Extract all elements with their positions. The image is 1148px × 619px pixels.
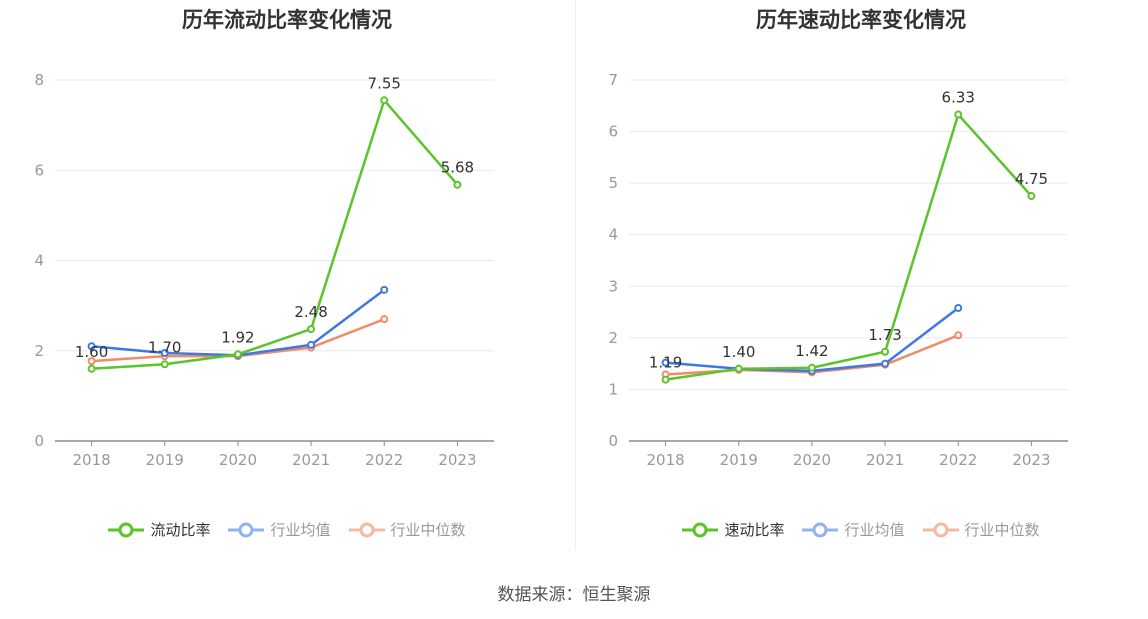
data-point: [881, 347, 890, 356]
legend-marker: [118, 522, 134, 537]
data-point: [954, 110, 963, 119]
series-line: [665, 306, 960, 373]
y-tick-label: 5: [608, 174, 618, 192]
x-tick-label: 2023: [1012, 451, 1050, 469]
legend-marker: [692, 522, 708, 537]
data-label: 1.19: [649, 354, 682, 372]
quick-ratio-chart: 历年速动比率变化情况 0 1 2 3 4 5 6 7 2018 2019 2020 2021 2022 2…: [574, 0, 1148, 560]
y-tick-label: 4: [608, 226, 618, 244]
data-point: [233, 350, 242, 359]
x-tick-label: 2023: [438, 451, 476, 469]
x-tick-label: 2022: [365, 451, 403, 469]
data-point: [160, 360, 169, 369]
legend: 速动比率 行业均值 行业中位数: [574, 519, 1148, 540]
x-tick-label: 2019: [146, 451, 184, 469]
data-label: 1.73: [868, 326, 901, 344]
legend-line-icon: [228, 522, 265, 537]
y-tick-label: 6: [608, 123, 618, 141]
y-tick-label: 1: [608, 380, 618, 398]
data-point: [453, 180, 462, 189]
panel-divider: [575, 0, 576, 550]
data-label: 6.33: [942, 89, 975, 107]
data-label: 4.75: [1015, 170, 1048, 188]
plot-area: 0 2 4 6 8 2018 2019 2020 2021 2022 2023 1.60 1.70 1.9…: [34, 71, 494, 469]
data-point: [1027, 192, 1036, 201]
data-label: 7.55: [368, 74, 401, 92]
data-point: [87, 357, 96, 366]
data-point: [87, 342, 96, 351]
data-point: [734, 364, 743, 373]
data-point: [661, 375, 670, 384]
legend-label: 行业均值: [270, 521, 331, 539]
chart-title: 历年速动比率变化情况: [756, 8, 966, 32]
data-label: 1.42: [795, 342, 828, 360]
x-tick-label: 2021: [866, 451, 904, 469]
data-label: 1.60: [75, 343, 108, 361]
series-line: [91, 99, 459, 371]
chart-title: 历年流动比率变化情况: [182, 8, 392, 32]
legend-label: 行业中位数: [390, 521, 466, 539]
y-tick-label: 7: [608, 71, 618, 89]
legend-item-industry-mean[interactable]: 行业均值: [802, 519, 905, 540]
data-source: 数据来源：恒生聚源: [497, 585, 651, 605]
data-point: [307, 325, 316, 334]
plot-area: 0 1 2 3 4 5 6 7 2018 2019 2020 2021 2022 2023 1.19 1.40…: [608, 71, 1068, 469]
legend-label: 流动比率: [150, 521, 211, 539]
data-label: 1.70: [148, 338, 181, 356]
data-point: [881, 359, 890, 368]
y-tick-label: 6: [34, 161, 44, 179]
data-point: [160, 349, 169, 358]
legend-marker: [359, 522, 374, 537]
legend-marker: [812, 522, 828, 537]
y-tick-label: 3: [608, 277, 618, 295]
legend-item-quick-ratio[interactable]: 速动比率: [682, 519, 784, 540]
data-label: 1.40: [722, 343, 755, 361]
y-tick-label: 4: [34, 252, 44, 270]
legend-line-icon: [922, 522, 959, 537]
y-tick-label: 2: [34, 342, 44, 360]
legend-line-icon: [108, 522, 145, 537]
data-label: 5.68: [441, 159, 474, 177]
data-point: [661, 358, 670, 367]
y-tick-label: 2: [608, 329, 618, 347]
data-point: [954, 331, 963, 340]
legend-item-industry-median[interactable]: 行业中位数: [922, 519, 1040, 540]
x-tick-label: 2022: [939, 451, 977, 469]
data-point: [307, 340, 316, 349]
data-point: [380, 96, 389, 105]
legend-label: 行业中位数: [964, 521, 1040, 539]
data-label: 1.92: [221, 328, 254, 346]
x-tick-label: 2021: [292, 451, 330, 469]
series-line: [665, 113, 1033, 381]
legend-line-icon: [682, 522, 719, 537]
data-point: [380, 285, 389, 294]
legend-label: 速动比率: [724, 521, 785, 539]
x-tick-label: 2020: [219, 451, 257, 469]
legend: 流动比率 行业均值 行业中位数: [0, 519, 574, 540]
data-point: [807, 363, 816, 372]
legend-marker: [238, 522, 254, 537]
data-label: 2.48: [294, 303, 327, 321]
legend-line-icon: [802, 522, 839, 537]
legend-label: 行业均值: [844, 521, 905, 539]
y-tick-label: 0: [608, 432, 618, 450]
legend-item-industry-mean[interactable]: 行业均值: [228, 519, 331, 540]
x-tick-label: 2020: [793, 451, 831, 469]
x-tick-label: 2018: [72, 451, 110, 469]
legend-line-icon: [348, 522, 385, 537]
data-point: [954, 303, 963, 312]
legend-item-industry-median[interactable]: 行业中位数: [348, 519, 466, 540]
y-tick-label: 0: [34, 432, 44, 450]
data-point: [380, 315, 389, 324]
data-point: [87, 364, 96, 373]
x-tick-label: 2018: [646, 451, 684, 469]
legend-item-current-ratio[interactable]: 流动比率: [108, 519, 210, 540]
y-tick-label: 8: [34, 71, 44, 89]
current-ratio-chart: 历年流动比率变化情况 0 2 4 6 8 2018 2019 2020 2021 2022 2023…: [0, 0, 574, 560]
legend-marker: [933, 522, 948, 537]
x-tick-label: 2019: [720, 451, 758, 469]
